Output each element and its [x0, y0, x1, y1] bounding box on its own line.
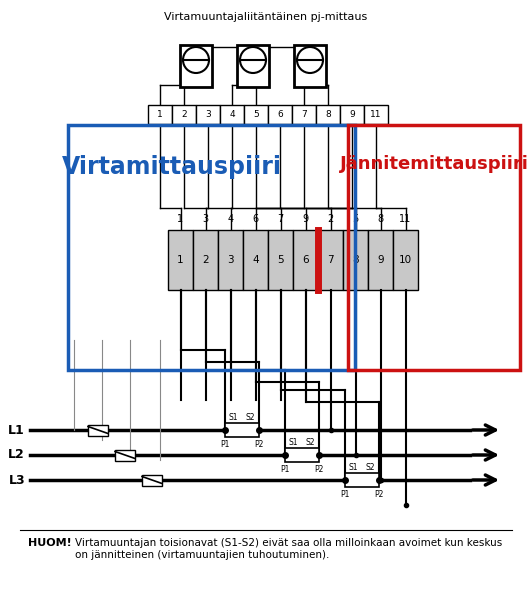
Text: 5: 5	[352, 214, 359, 224]
Bar	[180, 45, 212, 87]
Text: Jännitemittauspiiri: Jännitemittauspiiri	[339, 155, 528, 173]
Circle shape	[297, 47, 323, 73]
Text: S1: S1	[349, 463, 358, 472]
Bar	[115, 449, 135, 461]
Bar	[237, 45, 269, 87]
Text: 7: 7	[277, 214, 284, 224]
Text: S2: S2	[246, 413, 255, 422]
Text: L3: L3	[9, 473, 25, 486]
Bar	[294, 45, 326, 87]
Text: 8: 8	[352, 255, 359, 265]
Bar	[285, 448, 319, 462]
Text: P1: P1	[340, 490, 350, 499]
Bar	[268, 230, 293, 290]
Bar	[218, 230, 243, 290]
Bar	[142, 474, 162, 486]
Bar	[368, 230, 393, 290]
Text: Virtamuuntajaliitäntäinen pj-mittaus: Virtamuuntajaliitäntäinen pj-mittaus	[164, 12, 368, 22]
Text: 11: 11	[370, 110, 382, 119]
Text: 11: 11	[400, 214, 412, 224]
Bar	[318, 230, 343, 290]
Text: L1: L1	[9, 423, 25, 437]
Text: 3: 3	[203, 214, 209, 224]
Bar	[293, 230, 318, 290]
Text: 3: 3	[205, 110, 211, 119]
Text: 7: 7	[327, 255, 334, 265]
Text: S2: S2	[366, 463, 375, 472]
Text: S1: S1	[289, 438, 298, 447]
Text: 1: 1	[157, 110, 163, 119]
Text: 2: 2	[181, 110, 187, 119]
Text: 8: 8	[377, 214, 384, 224]
Text: 4: 4	[228, 214, 234, 224]
Bar	[168, 230, 193, 290]
Text: 5: 5	[277, 255, 284, 265]
Text: 7: 7	[301, 110, 307, 119]
Text: 1: 1	[178, 214, 184, 224]
Text: 3: 3	[227, 255, 234, 265]
Text: 5: 5	[253, 110, 259, 119]
Bar	[348, 125, 520, 370]
Bar	[316, 105, 340, 124]
Bar	[268, 105, 292, 124]
Text: P1: P1	[280, 465, 290, 474]
Bar	[345, 473, 379, 487]
Text: 2: 2	[327, 214, 334, 224]
Text: P2: P2	[254, 440, 264, 449]
Circle shape	[240, 47, 266, 73]
Text: 10: 10	[399, 255, 412, 265]
Text: 6: 6	[277, 110, 283, 119]
Text: 1: 1	[177, 255, 184, 265]
Bar	[196, 105, 220, 124]
Text: 6: 6	[302, 255, 309, 265]
Bar	[148, 105, 172, 124]
Text: 8: 8	[325, 110, 331, 119]
Text: 6: 6	[253, 214, 259, 224]
Bar	[243, 230, 268, 290]
Bar	[193, 230, 218, 290]
Text: P2: P2	[314, 465, 323, 474]
Bar	[244, 105, 268, 124]
Text: L2: L2	[9, 449, 25, 461]
Text: 4: 4	[252, 255, 259, 265]
Text: P2: P2	[375, 490, 384, 499]
Bar	[225, 423, 259, 437]
Bar	[364, 105, 388, 124]
Text: 9: 9	[377, 255, 384, 265]
Bar	[220, 105, 244, 124]
Circle shape	[183, 47, 209, 73]
Bar	[292, 105, 316, 124]
Bar	[88, 425, 108, 435]
Bar	[340, 105, 364, 124]
Bar	[343, 230, 368, 290]
Text: S2: S2	[306, 438, 315, 447]
Text: 9: 9	[349, 110, 355, 119]
Text: P1: P1	[220, 440, 230, 449]
Text: Virtamuuntajan toisionavat (S1-S2) eivät saa olla milloinkaan avoimet kun keskus: Virtamuuntajan toisionavat (S1-S2) eivät…	[75, 538, 502, 559]
Bar	[393, 230, 418, 290]
Text: Virtamittauspiiri: Virtamittauspiiri	[62, 155, 281, 179]
Bar	[68, 125, 355, 370]
Text: 9: 9	[302, 214, 309, 224]
Bar	[172, 105, 196, 124]
Text: HUOM!: HUOM!	[28, 538, 72, 548]
Text: 2: 2	[202, 255, 209, 265]
Text: S1: S1	[229, 413, 238, 422]
Text: 4: 4	[229, 110, 235, 119]
